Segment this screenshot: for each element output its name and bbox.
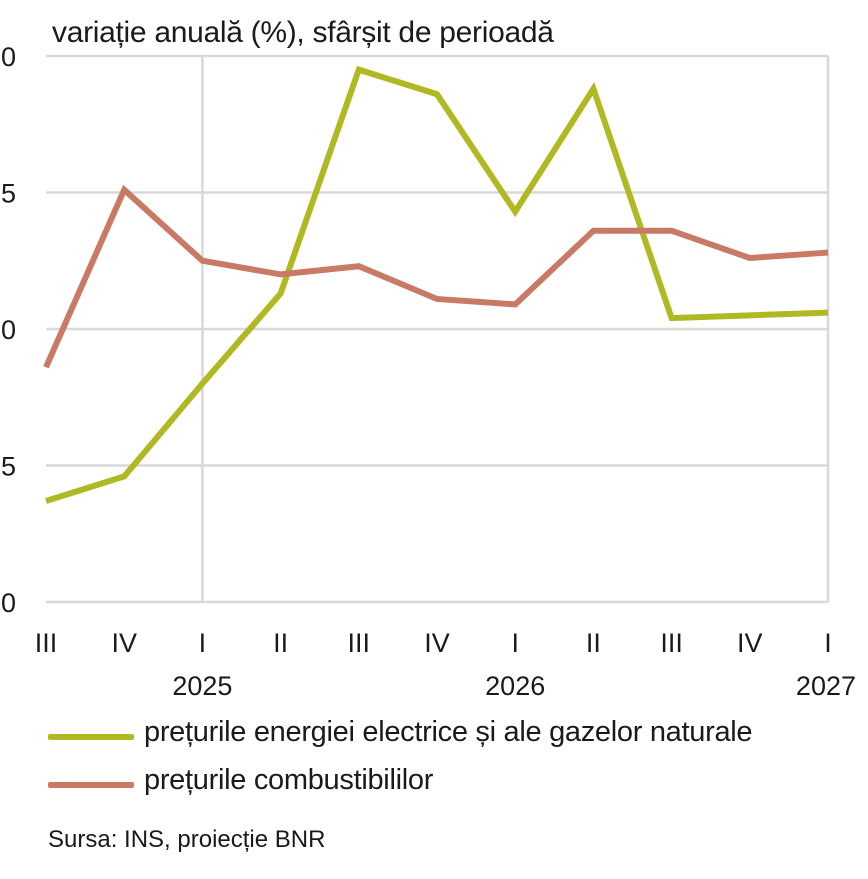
x-year-label: 2027 xyxy=(796,671,856,700)
x-axis-years: 2025 2026 2027 xyxy=(172,671,856,700)
legend-label-energy: prețurile energiei electrice și ale gaze… xyxy=(144,716,753,748)
x-tick-label: III xyxy=(348,628,371,658)
x-axis-ticks: III IV I II III IV I II III IV I xyxy=(35,628,832,658)
y-tick-label: -5 xyxy=(0,452,16,482)
x-year-label: 2026 xyxy=(485,671,545,700)
x-tick-label: IV xyxy=(111,628,137,658)
series-line-1 xyxy=(43,184,829,369)
series-line-0 xyxy=(45,65,829,504)
x-tick-label: III xyxy=(660,628,683,658)
x-tick-label: III xyxy=(35,628,58,658)
y-tick-label: 10 xyxy=(0,42,16,72)
source-note: Sursa: INS, proiecție BNR xyxy=(48,826,326,853)
legend-swatch-energy xyxy=(48,734,134,740)
legend-swatch-fuel xyxy=(48,782,134,788)
x-tick-label: II xyxy=(586,628,601,658)
y-tick-label: 0 xyxy=(1,315,16,345)
y-axis-title: variație anuală (%), sfârșit de perioadă xyxy=(52,16,554,49)
x-tick-label: IV xyxy=(424,628,450,658)
x-tick-label: IV xyxy=(737,628,763,658)
x-year-label: 2025 xyxy=(172,671,232,700)
x-tick-label: II xyxy=(273,628,288,658)
y-tick-label: -10 xyxy=(0,588,16,618)
legend-label-fuel: prețurile combustibililor xyxy=(144,764,434,796)
y-tick-label: 5 xyxy=(1,179,16,209)
series-lines xyxy=(43,65,829,504)
grid-lines xyxy=(46,54,830,604)
x-tick-label: I xyxy=(511,628,519,658)
x-tick-label: I xyxy=(824,628,832,658)
y-axis-ticks: 10 5 0 -5 -10 xyxy=(0,42,16,618)
x-tick-label: I xyxy=(199,628,207,658)
